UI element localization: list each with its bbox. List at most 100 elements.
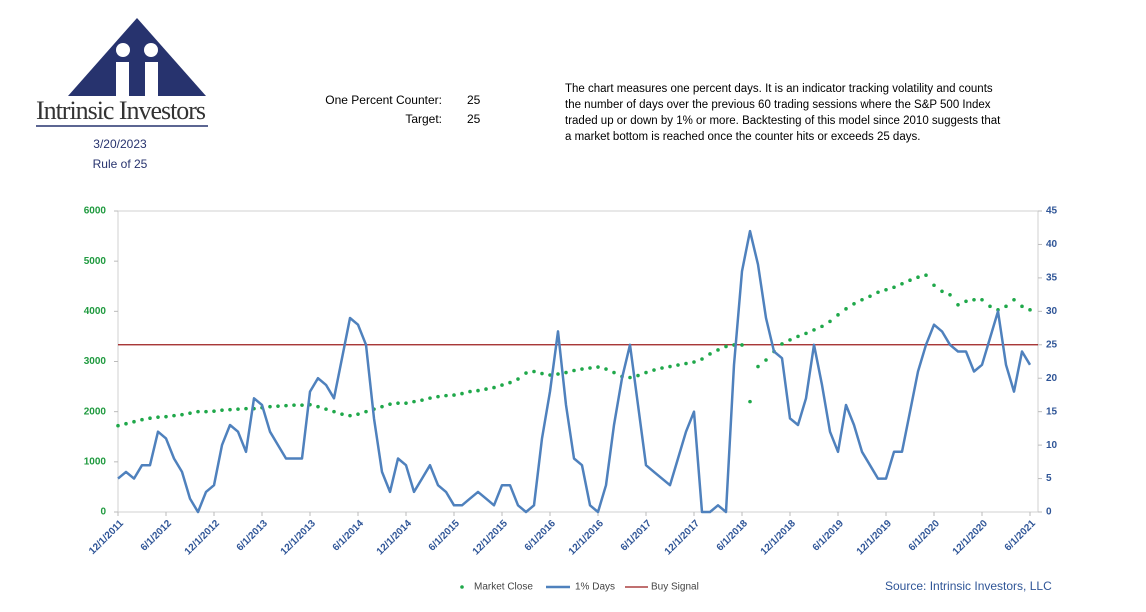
market-dot <box>636 373 640 378</box>
market-dot <box>212 409 216 413</box>
market-dot <box>356 412 360 416</box>
market-dot <box>596 365 600 369</box>
market-dot <box>852 302 856 306</box>
market-dot <box>1012 297 1016 302</box>
y2-tick-label: 0 <box>1046 507 1052 518</box>
y-tick-label: 5000 <box>84 256 107 267</box>
market-dot <box>428 396 432 400</box>
market-dot <box>916 275 920 280</box>
market-dot <box>388 402 392 406</box>
y2-tick-label: 15 <box>1046 406 1058 417</box>
market-dot <box>284 403 288 408</box>
y-tick-label: 4000 <box>84 306 107 317</box>
y-tick-label: 2000 <box>84 406 107 417</box>
market-dot <box>324 407 328 411</box>
x-tick-label: 6/1/2017 <box>619 518 655 554</box>
market-dot <box>836 313 840 317</box>
legend-label: Buy Signal <box>651 582 699 593</box>
market-dot <box>740 343 744 347</box>
brand: Intrinsic Investors <box>36 96 206 125</box>
market-dot <box>316 404 320 409</box>
market-dot <box>756 364 760 369</box>
market-dot <box>1020 304 1024 309</box>
market-dot <box>196 409 200 414</box>
market-dot <box>876 290 880 295</box>
days-line <box>117 229 1032 514</box>
counter-label: One Percent Counter: <box>325 93 442 107</box>
counter-value: 25 <box>467 93 481 107</box>
y2-tick-label: 45 <box>1046 206 1058 217</box>
market-dot <box>788 338 792 342</box>
market-dot <box>444 393 448 398</box>
market-dot <box>124 421 128 426</box>
market-dot <box>292 403 296 407</box>
market-dot <box>724 344 728 349</box>
market-dot <box>956 303 960 307</box>
market-dot <box>812 328 816 332</box>
x-tick-label: 6/1/2019 <box>811 518 847 554</box>
description: the number of days over the previous 60 … <box>565 99 991 111</box>
y2-tick-label: 20 <box>1046 373 1058 384</box>
y-tick-label: 6000 <box>84 206 107 217</box>
logo-body <box>145 62 158 96</box>
market-dot <box>188 411 192 415</box>
y2-tick-label: 40 <box>1046 239 1058 250</box>
market-dot <box>628 375 632 380</box>
market-dot <box>348 413 352 418</box>
y2-tick-label: 5 <box>1046 473 1052 484</box>
x-tick-label: 12/1/2015 <box>471 518 511 558</box>
market-dot <box>860 297 864 302</box>
market-dot <box>580 367 584 371</box>
market-dot <box>140 417 144 422</box>
description: a market bottom is reached once the coun… <box>565 131 920 143</box>
market-dot <box>972 297 976 302</box>
x-tick-label: 12/1/2013 <box>279 518 319 558</box>
market-dot <box>508 380 512 385</box>
market-dot <box>964 299 968 304</box>
market-dot <box>692 360 696 364</box>
market-dot <box>900 281 904 286</box>
y2-tick-label: 25 <box>1046 339 1058 350</box>
market-dot <box>332 409 336 414</box>
x-tick-label: 6/1/2016 <box>523 518 559 554</box>
market-dot <box>364 409 368 414</box>
market-dot <box>276 404 280 408</box>
market-dot <box>988 304 992 309</box>
market-dot <box>820 324 824 329</box>
market-dot <box>300 403 304 407</box>
x-tick-label: 6/1/2014 <box>331 518 367 554</box>
x-tick-label: 12/1/2016 <box>567 518 607 558</box>
logo: Intrinsic Investors <box>36 18 208 127</box>
market-dot <box>204 409 208 414</box>
market-dot <box>404 401 408 405</box>
market-dot <box>340 412 344 416</box>
logo-body <box>116 62 129 96</box>
market-dot <box>396 401 400 405</box>
market-dot <box>268 404 272 409</box>
market-dot <box>228 407 232 412</box>
subtitle: Rule of 25 <box>93 157 148 171</box>
market-dot <box>492 385 496 390</box>
logo-head <box>116 43 130 57</box>
market-dot <box>828 319 832 324</box>
market-dot <box>796 334 800 339</box>
legend-label: 1% Days <box>575 582 615 593</box>
market-dot <box>668 364 672 369</box>
y2-tick-label: 10 <box>1046 440 1058 451</box>
x-tick-label: 6/1/2013 <box>235 518 271 554</box>
market-dot <box>156 415 160 419</box>
market-dot <box>436 394 440 399</box>
market-dot <box>540 371 544 376</box>
market-dot <box>612 370 616 375</box>
y-tick-label: 3000 <box>84 356 107 367</box>
market-dot <box>132 419 136 424</box>
market-dot <box>148 416 152 420</box>
y2-tick-label: 30 <box>1046 306 1058 317</box>
market-dot <box>468 389 472 394</box>
market-dot <box>884 287 888 292</box>
market-dot <box>476 388 480 393</box>
market-dot <box>1028 308 1032 312</box>
market-dot <box>948 292 952 297</box>
x-tick-label: 12/1/2014 <box>375 518 415 558</box>
